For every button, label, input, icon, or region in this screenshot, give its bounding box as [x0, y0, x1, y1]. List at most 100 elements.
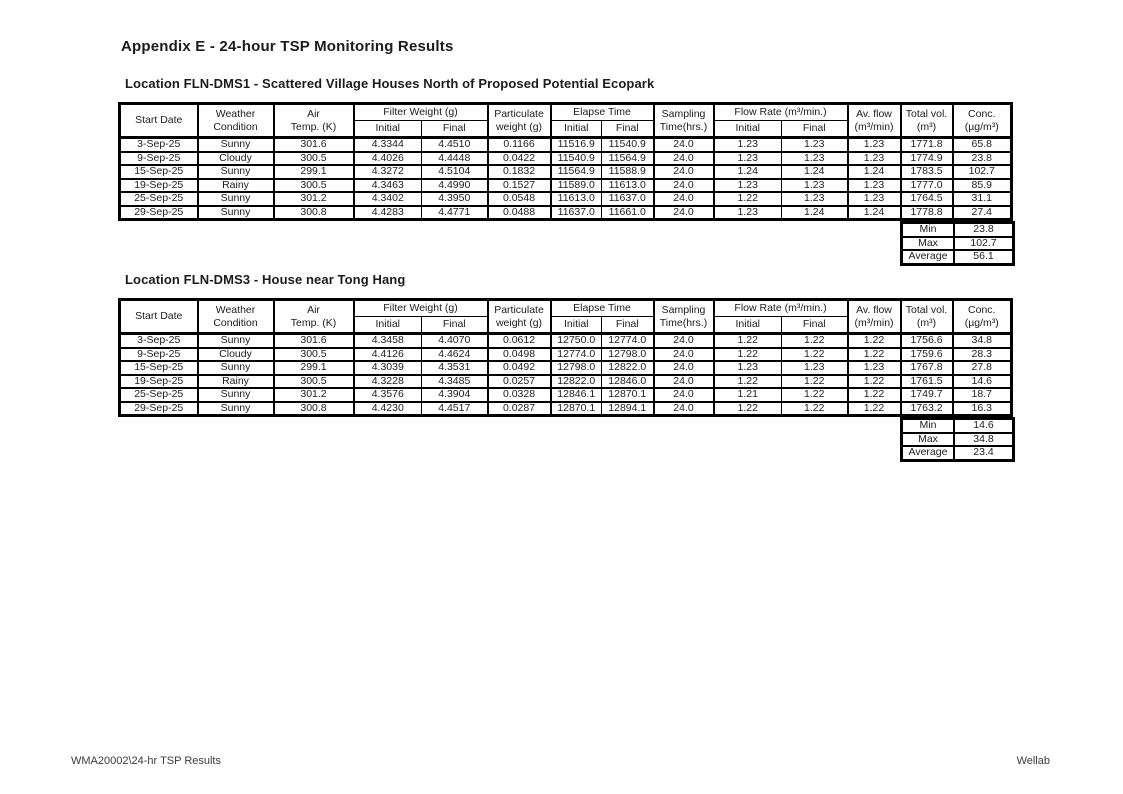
table-cell: 1.24 — [781, 204, 849, 221]
table-cell: 1.22 — [712, 191, 782, 207]
footer-lab-name: Wellab — [1016, 755, 1050, 767]
table-cell: 4.3531 — [421, 360, 489, 376]
table-row: 15-Sep-25 Sunny 299.1 4.3039 4.3531 0.0492 127… — [118, 360, 1013, 376]
table-cell: 27.8 — [951, 360, 1013, 376]
table-cell: 1756.6 — [899, 332, 954, 349]
table-cell: 299.1 — [272, 360, 355, 376]
filter-final-header: Final — [421, 120, 489, 139]
table-cell: 4.4126 — [352, 346, 422, 362]
monitoring-table-block-fln-dms3: Start Date Weather Condition Air Temp. (… — [118, 298, 1015, 462]
table-row: 9-Sep-25 Cloudy 300.5 4.4126 4.4624 0.0498 127… — [118, 346, 1013, 362]
table-cell: 1.22 — [846, 332, 902, 349]
table-cell: Sunny — [196, 387, 275, 403]
table-cell: 9-Sep-25 — [118, 150, 199, 166]
table-row: 29-Sep-25 Sunny 300.8 4.4283 4.4771 0.0488 116… — [118, 204, 1013, 221]
table-cell: 24.0 — [652, 387, 715, 403]
table-cell: 300.5 — [272, 150, 355, 166]
air-temp-header: Air Temp. (K) — [272, 298, 355, 335]
table-cell: 301.6 — [272, 136, 355, 153]
air-temp-header: Air Temp. (K) — [272, 102, 355, 139]
table-cell: 300.5 — [272, 346, 355, 362]
total-vol-header: Total vol. (m³) — [899, 298, 954, 335]
table-cell: 300.8 — [272, 400, 355, 417]
summary-row-average: Average 56.1 — [900, 249, 1015, 265]
table-cell: 301.2 — [272, 387, 355, 403]
average-label: Average — [900, 249, 955, 265]
table-cell: 4.4448 — [421, 150, 489, 166]
table-row: 19-Sep-25 Rainy 300.5 4.3463 4.4990 0.1527 115… — [118, 177, 1013, 193]
filter-initial-header: Initial — [352, 120, 422, 139]
table-cell: 1.23 — [846, 191, 902, 207]
table-cell: Sunny — [196, 400, 275, 417]
table-cell: 11613.0 — [601, 177, 655, 193]
table-cell: 4.3950 — [421, 191, 489, 207]
max-value: 34.8 — [953, 431, 1015, 447]
flow-rate-header: Flow Rate (m³/min.) — [712, 298, 849, 317]
table-cell: 0.0328 — [486, 387, 552, 403]
table-cell: 19-Sep-25 — [118, 373, 199, 389]
table-cell: 1.22 — [781, 400, 849, 417]
summary-table-fln-dms1: Min 23.8 Max 102.7 Average 56.1 — [900, 221, 1015, 266]
filter-final-header: Final — [421, 316, 489, 335]
table-cell: 4.4283 — [352, 204, 422, 221]
footer-file-path: WMA20002\24-hr TSP Results — [71, 755, 221, 767]
table-body: 3-Sep-25 Sunny 301.6 4.3458 4.4070 0.0612 1275… — [118, 332, 1013, 417]
table-row: 3-Sep-25 Sunny 301.6 4.3344 4.4510 0.1166 1151… — [118, 136, 1013, 153]
table-cell: 4.3272 — [352, 164, 422, 180]
table-cell: 1774.9 — [899, 150, 954, 166]
table-header: Start Date Weather Condition Air Temp. (… — [118, 298, 1013, 335]
table-cell: 1771.8 — [899, 136, 954, 153]
summary-row-max: Max 34.8 — [900, 431, 1015, 447]
min-value: 23.8 — [953, 221, 1015, 238]
monitoring-table-block-fln-dms1: Start Date Weather Condition Air Temp. (… — [118, 102, 1015, 266]
table-cell: 12846.0 — [601, 373, 655, 389]
table-cell: 1.23 — [781, 136, 849, 153]
table-cell: 28.3 — [951, 346, 1013, 362]
table-cell: 300.8 — [272, 204, 355, 221]
table-cell: 25-Sep-25 — [118, 387, 199, 403]
table-cell: 0.0287 — [486, 400, 552, 417]
table-cell: 0.0548 — [486, 191, 552, 207]
table-cell: 11588.9 — [601, 164, 655, 180]
table-cell: 18.7 — [951, 387, 1013, 403]
monitoring-table-fln-dms3: Start Date Weather Condition Air Temp. (… — [118, 298, 1013, 417]
table-cell: 4.4510 — [421, 136, 489, 153]
table-cell: 301.6 — [272, 332, 355, 349]
table-cell: 0.1166 — [486, 136, 552, 153]
page-title: Appendix E - 24-hour TSP Monitoring Resu… — [121, 38, 454, 55]
table-header: Start Date Weather Condition Air Temp. (… — [118, 102, 1013, 139]
table-cell: 11637.0 — [601, 191, 655, 207]
flow-rate-header: Flow Rate (m³/min.) — [712, 102, 849, 121]
table-row: 25-Sep-25 Sunny 301.2 4.3402 4.3950 0.0548 116… — [118, 191, 1013, 207]
elapse-time-header: Elapse Time — [549, 102, 655, 121]
location-heading-fln-dms3: Location FLN-DMS3 - House near Tong Hang — [125, 272, 406, 287]
table-cell: 12822.0 — [601, 360, 655, 376]
table-cell: 1783.5 — [899, 164, 954, 180]
flow-initial-header: Initial — [712, 316, 782, 335]
table-cell: 1.22 — [781, 373, 849, 389]
table-cell: 4.3228 — [352, 373, 422, 389]
table-cell: 24.0 — [652, 373, 715, 389]
table-cell: 4.3039 — [352, 360, 422, 376]
table-cell: 1.22 — [712, 373, 782, 389]
table-cell: 24.0 — [652, 400, 715, 417]
weather-condition-header: Weather Condition — [196, 298, 275, 335]
min-label: Min — [900, 221, 955, 238]
table-cell: 0.0488 — [486, 204, 552, 221]
table-cell: 24.0 — [652, 177, 715, 193]
table-cell: 16.3 — [951, 400, 1013, 417]
table-cell: 24.0 — [652, 204, 715, 221]
table-cell: 1.22 — [846, 346, 902, 362]
table-cell: 102.7 — [951, 164, 1013, 180]
table-cell: 1749.7 — [899, 387, 954, 403]
table-cell: 15-Sep-25 — [118, 360, 199, 376]
table-cell: 12894.1 — [601, 400, 655, 417]
table-cell: 4.4624 — [421, 346, 489, 362]
table-cell: 1.23 — [781, 191, 849, 207]
table-cell: 1.24 — [712, 164, 782, 180]
table-cell: 12750.0 — [549, 332, 602, 349]
table-cell: 65.8 — [951, 136, 1013, 153]
table-cell: 300.5 — [272, 177, 355, 193]
table-cell: 1777.0 — [899, 177, 954, 193]
table-cell: 1.23 — [781, 177, 849, 193]
